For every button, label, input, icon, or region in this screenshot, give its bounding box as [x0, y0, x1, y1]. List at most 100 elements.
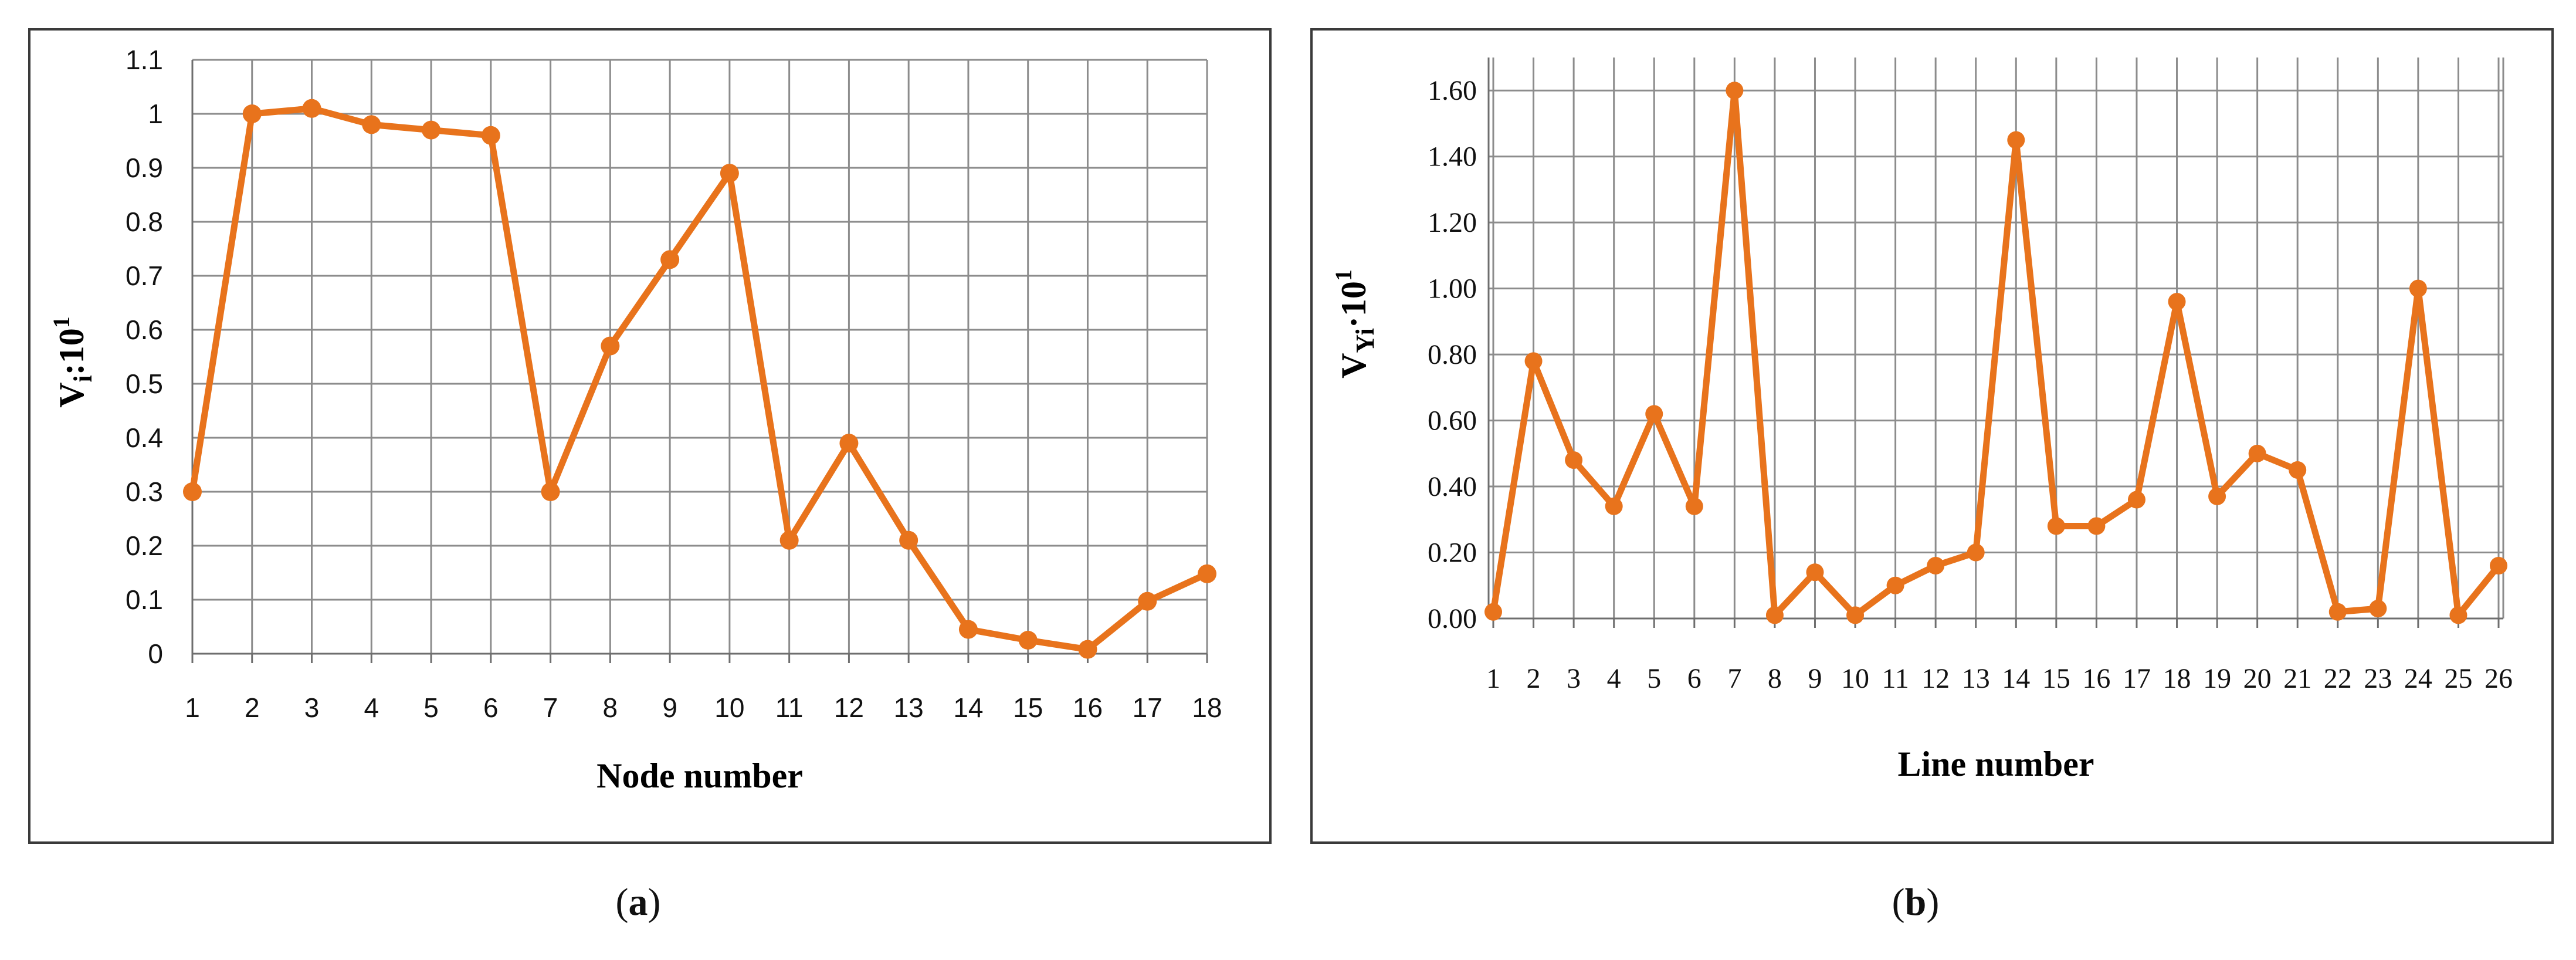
x-tick-label: 18	[2163, 663, 2191, 694]
x-tick-label: 10	[714, 692, 744, 723]
data-point	[2047, 517, 2065, 535]
data-point	[1138, 591, 1157, 611]
data-point	[1078, 640, 1097, 659]
data-point	[660, 250, 680, 269]
data-point	[1605, 497, 1623, 515]
x-tick-label: 6	[1687, 663, 1701, 694]
data-point	[1726, 82, 1744, 100]
y-tick-label: 0.6	[126, 315, 163, 345]
x-tick-label: 9	[662, 692, 677, 723]
x-tick-label: 17	[2123, 663, 2151, 694]
y-axis-title-tail: :10	[52, 328, 91, 375]
x-tick-label: 19	[2203, 663, 2231, 694]
y-axis-title-main: V	[52, 382, 91, 407]
data-point	[2127, 491, 2145, 509]
data-point	[481, 126, 500, 145]
y-tick-label: 0.7	[126, 261, 163, 291]
data-point	[1765, 606, 1784, 624]
y-tick-label: 1.1	[126, 45, 163, 75]
x-tick-label: 2	[1527, 663, 1541, 694]
data-point	[2007, 131, 2025, 149]
caption-a-letter: a	[628, 881, 648, 924]
y-axis-title-sub: Yi	[1351, 328, 1379, 353]
x-tick-label: 26	[2485, 663, 2513, 694]
x-tick-label: 15	[1013, 692, 1043, 723]
y-tick-label: 1.40	[1428, 141, 1477, 173]
y-axis-title-main: V	[1334, 353, 1373, 378]
chart-panel-b: 0.00 0.20 0.40 0.60 0.80 1.00 1.20 1.40 1.60 1 2 3 4…	[1310, 28, 2554, 844]
x-tick-label: 9	[1808, 663, 1822, 694]
x-tick-label: 3	[1567, 663, 1581, 694]
x-tick-label: 18	[1192, 692, 1222, 723]
x-tick-label: 12	[1921, 663, 1950, 694]
x-tick-label: 7	[1727, 663, 1741, 694]
y-tick-label: 0.00	[1428, 603, 1477, 634]
data-point	[2208, 487, 2226, 505]
y-axis-title-sub: i	[69, 375, 97, 382]
x-axis-title: Node number	[596, 756, 803, 795]
data-point	[958, 620, 978, 639]
y-tick-label: 0.80	[1428, 339, 1477, 370]
series-line	[1490, 87, 2502, 618]
data-point	[1198, 564, 1216, 583]
grid	[191, 59, 1208, 655]
x-tick-label: 1	[185, 692, 200, 723]
x-tick-label: 4	[1607, 663, 1621, 694]
caption-b: (b)	[1892, 881, 1940, 924]
y-tick-label: 0.40	[1428, 471, 1477, 502]
x-tick-label: 13	[894, 692, 924, 723]
x-tick-label: 6	[483, 692, 499, 723]
x-tick-label: 25	[2444, 663, 2472, 694]
y-tick-label: 0	[148, 638, 163, 669]
data-point	[1484, 603, 1502, 621]
x-tick-label: 20	[2243, 663, 2272, 694]
data-point	[2248, 444, 2266, 462]
data-point	[302, 99, 321, 118]
y-axis-title: VYi·101	[1330, 269, 1379, 378]
x-tick-label: 22	[2324, 663, 2352, 694]
chart-a-svg: 00.10.20.30.40.50.60.70.80.911.11 2 3 4 5 6 7 8…	[48, 45, 1222, 795]
x-tick-label: 5	[423, 692, 439, 723]
y-tick-label: 1.60	[1428, 75, 1477, 106]
y-tick-label: 0.5	[126, 369, 163, 399]
caption-a: (a)	[615, 881, 661, 924]
x-axis-title: Line number	[1897, 745, 2094, 783]
x-tick-label: 7	[543, 692, 558, 723]
x-tick-label: 16	[2082, 663, 2110, 694]
y-tick-label: 0.2	[126, 530, 163, 561]
y-tick-label: 1.00	[1428, 273, 1477, 305]
data-point	[601, 336, 620, 356]
data-point	[1967, 543, 1985, 562]
data-point	[242, 104, 262, 123]
y-tick-label: 0.1	[126, 584, 163, 615]
x-tick-label: 1	[1486, 663, 1500, 694]
caption-b-letter: b	[1904, 881, 1927, 924]
y-axis-title: Vi:101	[48, 316, 97, 408]
chart-panel-a: 0 0.1 0.2 0.3 0.4 0.5 0.6 0.7 0.8 0.9 1 1.1 1 2 3 4 5 6 7 8…	[28, 28, 1272, 844]
y-tick-label: 0.3	[126, 476, 163, 507]
y-tick-label: 0.9	[126, 153, 163, 183]
y-tick-label: 1	[148, 99, 163, 129]
data-point	[1524, 352, 1543, 370]
y-tick-label: 1.20	[1428, 207, 1477, 238]
x-tick-label: 14	[953, 692, 983, 723]
y-axis-title-tail: ·10	[1334, 281, 1373, 328]
data-point	[1886, 576, 1904, 594]
data-point	[1645, 405, 1663, 423]
x-tick-label: 24	[2404, 663, 2432, 694]
y-tick-label: 0.4	[126, 422, 163, 453]
x-tick-label: 2	[245, 692, 260, 723]
data-point	[2369, 600, 2387, 618]
x-tick-label: 8	[603, 692, 618, 723]
x-tick-label: 10	[1841, 663, 1869, 694]
x-tick-label: 21	[2283, 663, 2311, 694]
series-line	[189, 105, 1211, 653]
data-point	[839, 434, 859, 453]
y-tick-label: 0.60	[1428, 405, 1477, 437]
data-point	[2328, 603, 2347, 621]
data-point	[2289, 461, 2307, 479]
y-tick-label: 0.20	[1428, 538, 1477, 569]
x-tick-label: 8	[1768, 663, 1782, 694]
data-point	[1846, 606, 1865, 624]
x-tick-label: 13	[1962, 663, 1990, 694]
